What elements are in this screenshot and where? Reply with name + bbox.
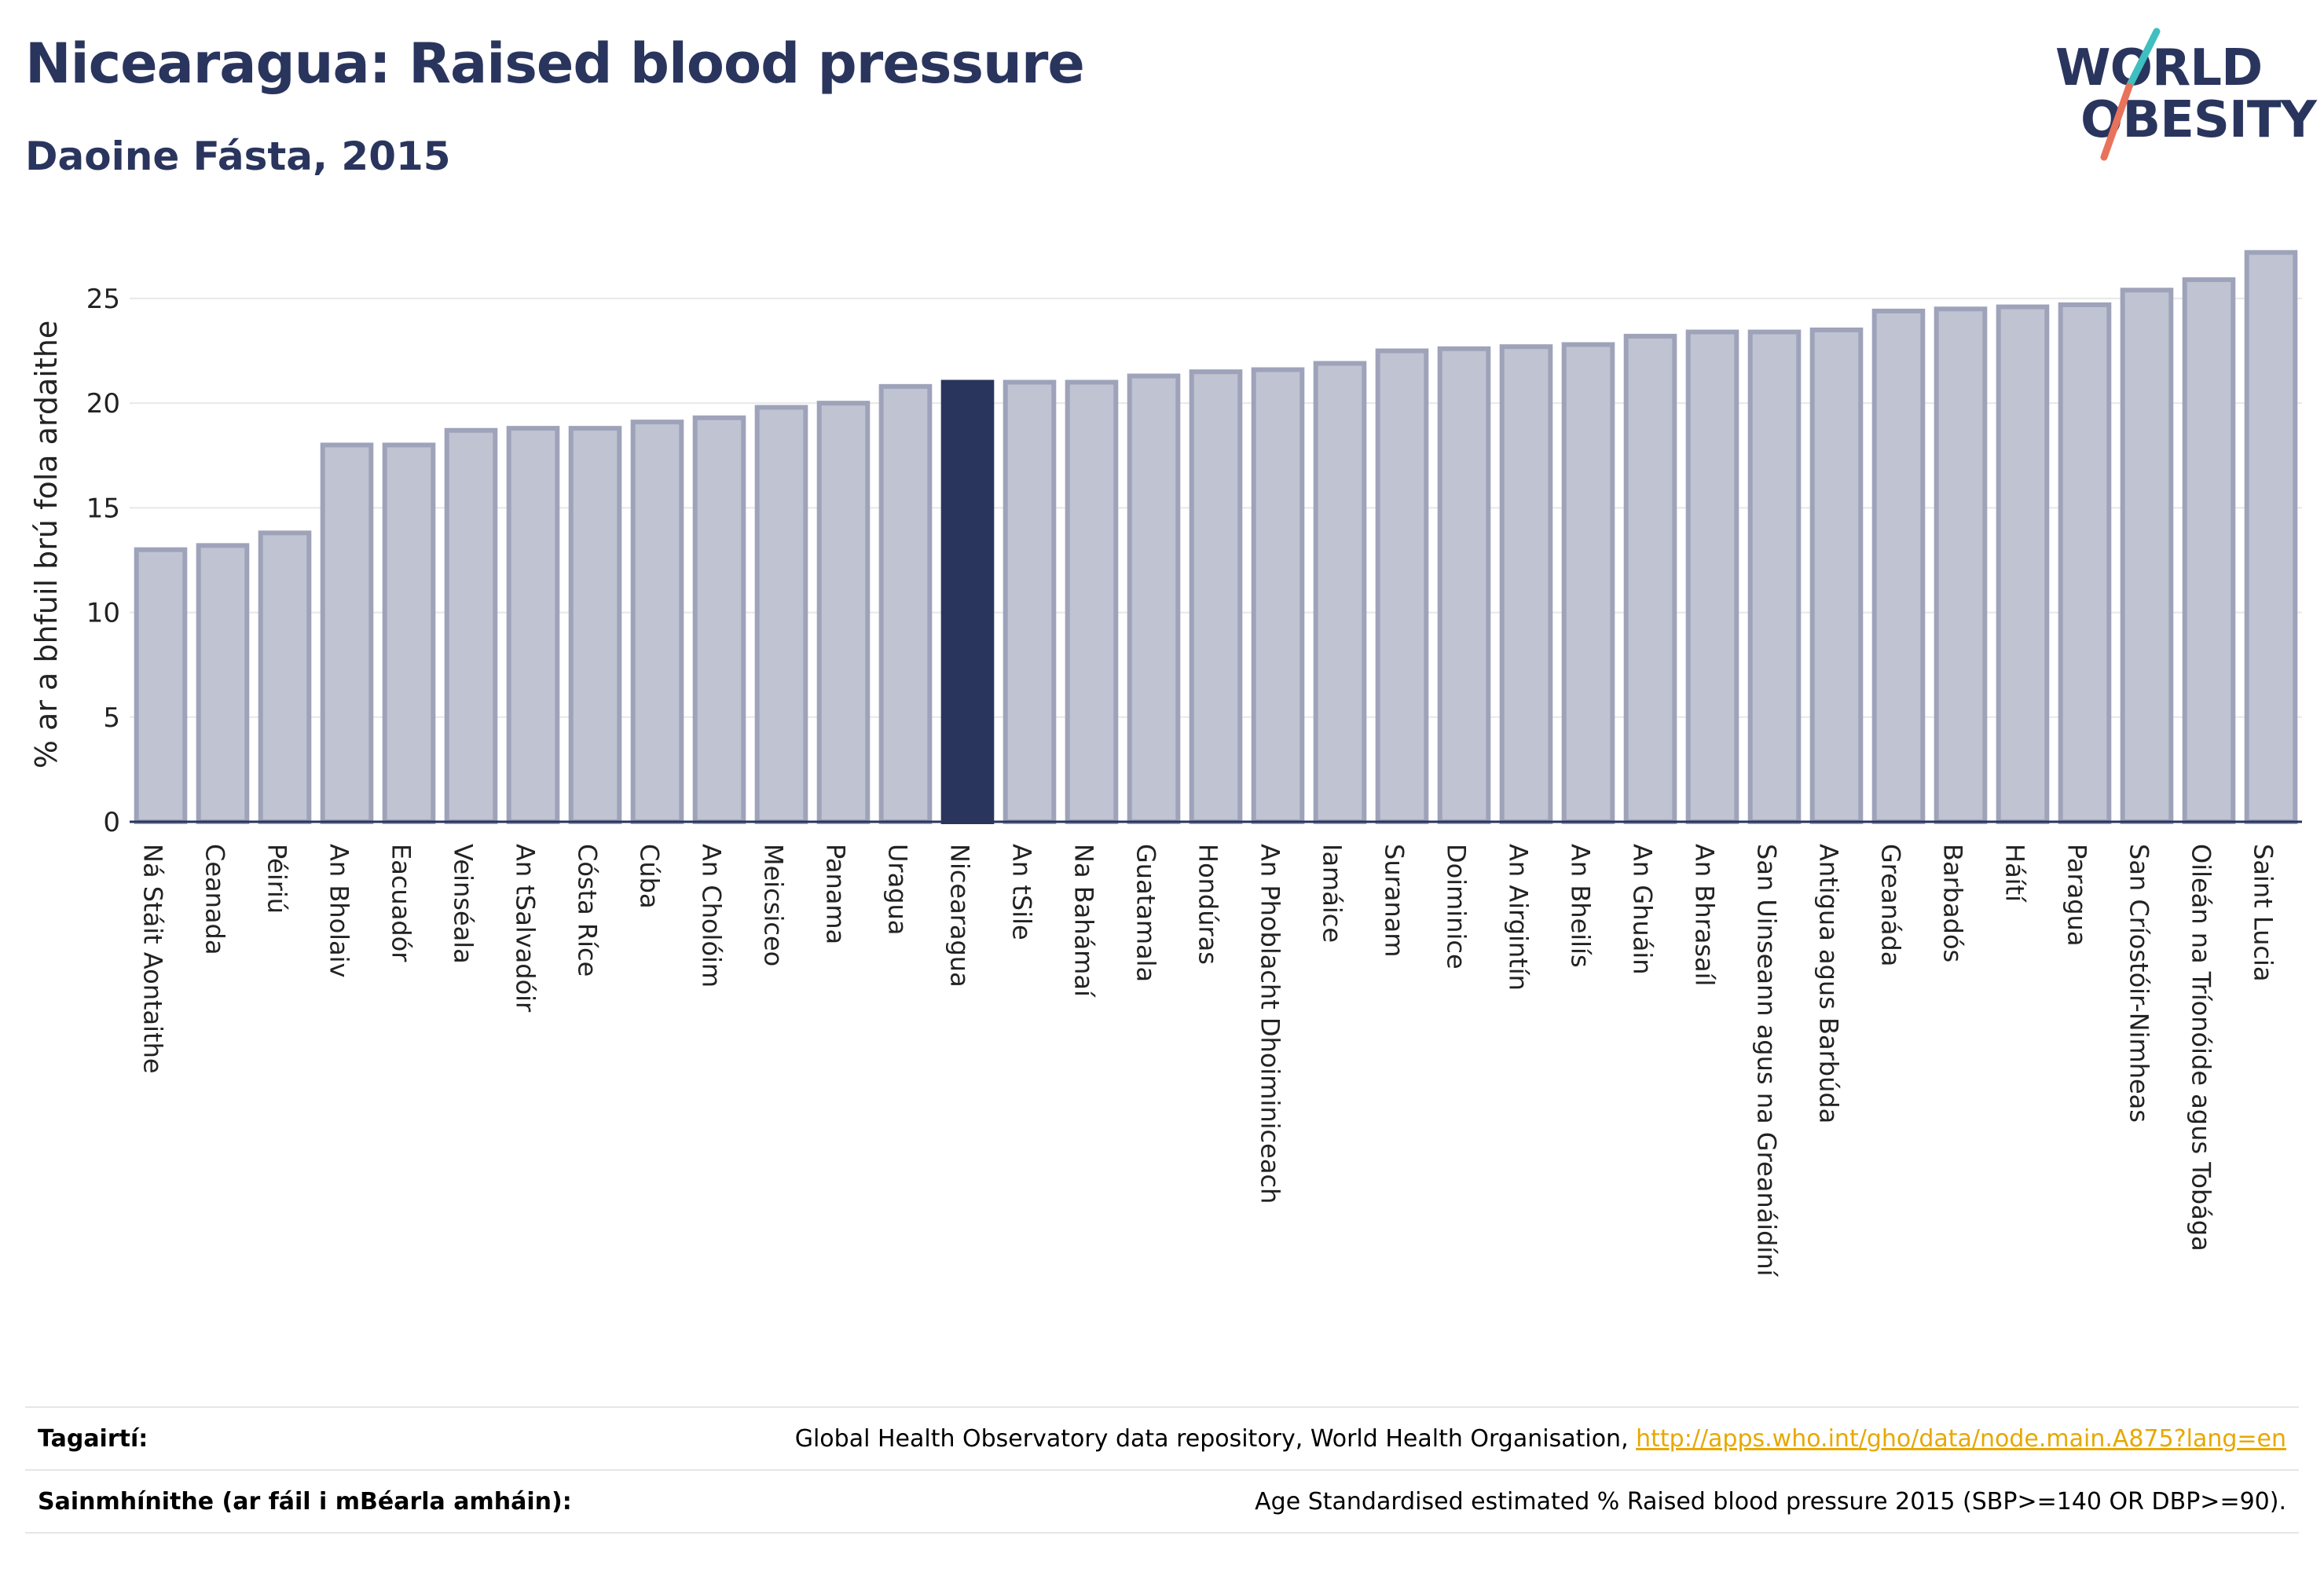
x-tick-label: Ceanada [200,844,230,955]
bar [2244,250,2298,825]
references-row: Tagairtí: Global Health Observatory data… [25,1406,2299,1471]
bar [1189,369,1243,824]
bar [382,442,436,825]
bar [1003,379,1057,824]
x-tick-label: Suranam [1380,844,1409,957]
references-text: Global Health Observatory data repositor… [794,1425,1637,1453]
bar [1251,367,1305,824]
x-tick-label: Oileán na Tríonóide agus Tobága [2187,844,2216,1252]
footer-divider [25,1532,2299,1534]
x-tick-label: An tSalvadóir [511,844,541,1013]
y-axis-title: % ar a bhfuil brú fola ardaithe [29,321,64,768]
bar [134,547,188,825]
x-tick-label: Greanáda [1876,844,1906,966]
bar [444,427,498,824]
bar [1499,344,1553,824]
bar [1685,329,1739,824]
x-tick-label: Panama [821,844,851,944]
bar [2120,288,2174,824]
x-tick-label: Doiminice [1442,844,1472,969]
y-tick-label: 15 [86,493,120,524]
logo-slash-icon [2100,27,2161,161]
bar [568,426,622,824]
x-tick-label: Paragua [2062,844,2092,946]
x-tick-label: Nicearagua [945,844,975,988]
y-tick-label: 10 [86,598,120,629]
x-tick-label: An Ghuáin [1628,844,1658,974]
x-tick-label: An Bhrasaíl [1690,844,1720,986]
bar [320,442,374,825]
x-tick-label: San Críostóir-Nimheas [2124,844,2154,1123]
bar [506,426,560,824]
x-tick-label: Meicsiceo [759,844,789,966]
x-tick-label: Ná Stáit Aontaithe [138,844,168,1074]
x-tick-label: Cúba [635,844,665,909]
chart-subtitle: Daoine Fásta, 2015 [25,134,451,179]
bar [692,415,746,824]
definitions-row: Sainmhínithe (ar fáil i mBéarla amháin):… [25,1469,2299,1534]
bar [1747,329,1802,824]
x-tick-label: Háítí [2000,844,2030,903]
x-tick-label: An tSile [1007,844,1037,940]
bar [1809,327,1864,824]
bar [1934,306,1988,824]
bar [1437,346,1491,825]
bar-highlighted [940,379,995,824]
references-label: Tagairtí: [38,1425,148,1453]
y-tick-label: 20 [86,388,120,420]
x-tick-label: Antigua agus Barbúda [1814,844,1844,1123]
bar [878,383,933,825]
x-tick-label: Péiriú [262,844,292,914]
x-tick-label: Na Bahámaí [1069,844,1099,998]
x-tick-label: An Bholaiv [324,844,354,977]
bar [258,530,312,824]
bar [1871,308,1926,824]
world-obesity-logo: WORLD OBESITY [2051,24,2317,165]
bar [2182,277,2236,824]
y-tick-label: 5 [103,702,120,734]
bar [1065,379,1119,824]
bar [1375,348,1429,824]
bar [1127,373,1181,824]
y-tick-label: 0 [103,807,120,838]
x-tick-label: An Bheilís [1566,844,1596,968]
bar [1313,361,1367,824]
chart-title: Nicearagua: Raised blood pressure [25,31,1085,96]
logo-word-world: WORLD [2055,39,2263,97]
bar [630,420,684,824]
bar [1623,333,1677,824]
x-tick-label: Veinséala [449,844,478,964]
x-tick-label: Hondúras [1193,844,1223,965]
definitions-label: Sainmhínithe (ar fáil i mBéarla amháin): [38,1488,572,1516]
x-tick-label: An Cholóim [697,844,727,988]
bar [196,543,250,824]
x-tick-label: Barbadós [1938,844,1968,962]
bar [1996,304,2050,825]
bar-chart: 0 5 10 15 20 25 % ar a bhfuil brú fola ardaith… [29,250,2302,1277]
y-tick-label: 25 [86,284,120,315]
x-tick-label: Saint Lucia [2249,844,2278,981]
x-tick-label: Guatamala [1131,844,1161,982]
bar [1561,342,1615,824]
bar [754,405,808,824]
bar [2058,302,2112,824]
x-tick-label: An Phoblacht Dhoiminiceach [1255,844,1285,1204]
x-tick-label: Uragua [883,844,913,935]
x-tick-label: Iamáice [1318,844,1347,943]
x-tick-label: Eacuadór [387,844,416,962]
references-link[interactable]: http://apps.who.int/gho/data/node.main.A… [1636,1425,2286,1453]
references-value: Global Health Observatory data repositor… [795,1425,2286,1453]
bar [816,401,871,824]
definitions-value: Age Standardised estimated % Raised bloo… [1255,1488,2286,1516]
x-tick-label: San Uinseann agus na Greanáidíní [1752,844,1782,1277]
x-tick-label: An Airgintín [1504,844,1534,991]
x-tick-label: Cósta Ríce [573,844,603,977]
